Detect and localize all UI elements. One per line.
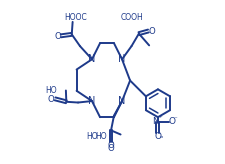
Text: O: O	[169, 117, 176, 126]
Text: ⁻: ⁻	[174, 116, 178, 122]
Text: N: N	[118, 54, 126, 64]
Text: O: O	[108, 144, 114, 153]
Text: HO: HO	[86, 132, 98, 141]
Text: O: O	[148, 27, 155, 36]
Text: ": "	[159, 135, 162, 141]
Text: HOOC: HOOC	[65, 13, 87, 22]
Text: HO: HO	[95, 132, 107, 141]
Text: O: O	[47, 95, 54, 104]
Text: N: N	[118, 96, 126, 106]
Text: N: N	[88, 96, 96, 106]
Text: O: O	[154, 132, 161, 141]
Text: N: N	[88, 54, 96, 64]
Text: COOH: COOH	[121, 13, 144, 22]
Text: ⁺: ⁺	[158, 116, 162, 122]
Text: N: N	[153, 117, 159, 126]
Text: HO: HO	[45, 86, 57, 95]
Text: O: O	[55, 32, 61, 41]
Text: O: O	[108, 141, 114, 150]
